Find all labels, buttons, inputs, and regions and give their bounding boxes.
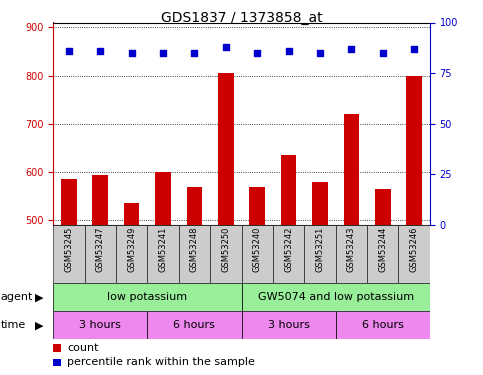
Bar xyxy=(304,225,336,283)
Bar xyxy=(336,225,367,283)
Bar xyxy=(61,179,77,225)
Bar xyxy=(147,311,242,339)
Bar xyxy=(281,155,297,225)
Bar xyxy=(147,225,179,283)
Bar xyxy=(85,225,116,283)
Text: GSM53247: GSM53247 xyxy=(96,227,105,272)
Bar xyxy=(343,114,359,225)
Point xyxy=(97,48,104,54)
Text: GSM53249: GSM53249 xyxy=(127,227,136,272)
Text: low potassium: low potassium xyxy=(107,292,187,302)
Text: GSM53243: GSM53243 xyxy=(347,227,356,272)
Bar xyxy=(242,225,273,283)
Bar xyxy=(312,182,328,225)
Text: GSM53250: GSM53250 xyxy=(221,227,230,272)
Bar xyxy=(53,344,61,352)
Bar xyxy=(367,225,398,283)
Text: GSM53245: GSM53245 xyxy=(64,227,73,272)
Text: GW5074 and low potassium: GW5074 and low potassium xyxy=(257,292,414,302)
Text: percentile rank within the sample: percentile rank within the sample xyxy=(67,357,255,368)
Text: GSM53244: GSM53244 xyxy=(378,227,387,272)
Bar xyxy=(336,311,430,339)
Point xyxy=(191,50,199,56)
Bar xyxy=(242,283,430,311)
Text: GSM53242: GSM53242 xyxy=(284,227,293,272)
Bar xyxy=(186,188,202,225)
Text: count: count xyxy=(67,343,99,353)
Point xyxy=(159,50,167,56)
Bar xyxy=(92,176,108,225)
Text: ▶: ▶ xyxy=(35,320,44,330)
Point xyxy=(316,50,324,56)
Point xyxy=(253,50,261,56)
Point xyxy=(222,44,230,50)
Point xyxy=(411,46,418,52)
Text: GSM53241: GSM53241 xyxy=(158,227,168,272)
Point xyxy=(379,50,387,56)
Point xyxy=(285,48,293,54)
Point xyxy=(65,48,73,54)
Text: GSM53251: GSM53251 xyxy=(315,227,325,272)
Text: 3 hours: 3 hours xyxy=(268,320,310,330)
Bar xyxy=(179,225,210,283)
Text: agent: agent xyxy=(0,292,33,302)
Bar xyxy=(375,189,391,225)
Bar xyxy=(53,311,147,339)
Bar xyxy=(273,225,304,283)
Text: 6 hours: 6 hours xyxy=(362,320,404,330)
Point xyxy=(128,50,135,56)
Text: time: time xyxy=(0,320,26,330)
Text: GSM53246: GSM53246 xyxy=(410,227,419,272)
Bar xyxy=(53,358,61,366)
Text: GSM53248: GSM53248 xyxy=(190,227,199,272)
Bar xyxy=(124,203,140,225)
Bar xyxy=(398,225,430,283)
Text: 3 hours: 3 hours xyxy=(79,320,121,330)
Point xyxy=(348,46,355,52)
Bar xyxy=(406,75,422,225)
Bar xyxy=(249,188,265,225)
Text: GSM53240: GSM53240 xyxy=(253,227,262,272)
Bar xyxy=(53,225,85,283)
Bar xyxy=(155,172,171,225)
Text: 6 hours: 6 hours xyxy=(173,320,215,330)
Bar xyxy=(210,225,242,283)
Bar xyxy=(242,311,336,339)
Text: ▶: ▶ xyxy=(35,292,44,302)
Text: GDS1837 / 1373858_at: GDS1837 / 1373858_at xyxy=(161,11,322,25)
Bar xyxy=(218,73,234,225)
Bar xyxy=(53,283,242,311)
Bar xyxy=(116,225,147,283)
